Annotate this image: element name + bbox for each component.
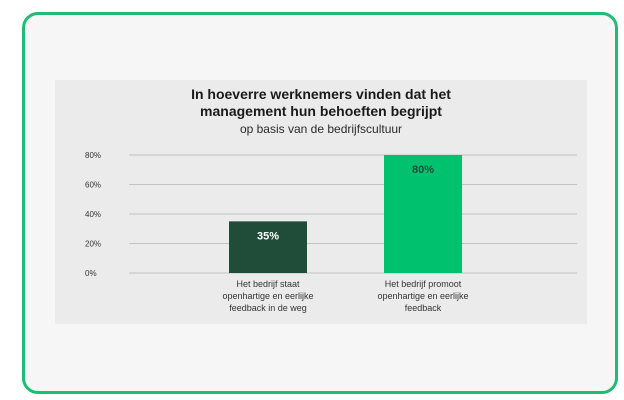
data-label: 80%	[412, 164, 434, 176]
x-category-label: openhartige en eerlijke	[377, 291, 468, 301]
x-category-label: feedback	[405, 303, 442, 313]
chart-panel: In hoeverre werknemers vinden dat het ma…	[55, 80, 587, 324]
x-category-label: feedback in de weg	[229, 303, 307, 313]
chart-subtitle: op basis van de bedrijfscultuur	[239, 122, 403, 136]
chart-title-line-2: management hun behoeften begrijpt	[200, 103, 442, 119]
x-category-label: openhartige en eerlijke	[222, 291, 313, 301]
bar	[229, 221, 307, 273]
bar-chart: 0% 20% 40% 60% 80% 35% Het bedrijf staat openha…	[85, 151, 577, 313]
x-category-label: Het bedrijf promoot	[385, 279, 462, 289]
y-tick-label: 80%	[85, 151, 101, 160]
y-tick-label: 0%	[85, 269, 97, 278]
x-category-label: Het bedrijf staat	[236, 279, 300, 289]
y-tick-label: 60%	[85, 181, 101, 190]
chart-title-line-1: In hoeverre werknemers vinden dat het	[191, 86, 451, 102]
y-tick-label: 20%	[85, 240, 101, 249]
chart-title: In hoeverre werknemers vinden dat het ma…	[55, 86, 587, 120]
data-label: 35%	[257, 230, 279, 242]
bar	[384, 155, 462, 273]
y-tick-label: 40%	[85, 210, 101, 219]
